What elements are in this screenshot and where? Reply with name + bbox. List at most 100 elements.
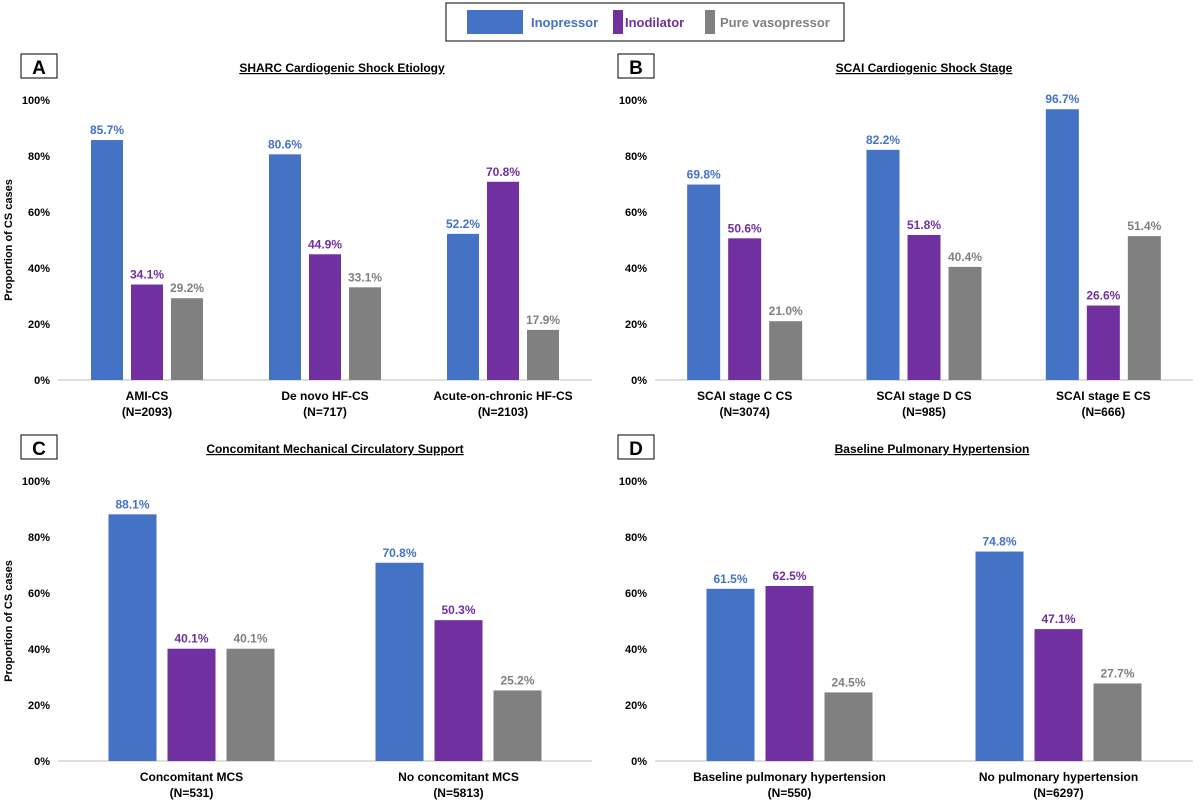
bar-data-label: 44.9% <box>308 237 342 251</box>
x-category-n: (N=985) <box>902 405 946 419</box>
bar-data-label: 34.1% <box>130 268 164 282</box>
bar-inodilator <box>728 238 762 380</box>
chart-panel-b: B SCAI Cardiogenic Shock Stage 0% 20% 40% 60%… <box>617 53 1193 419</box>
panel-letter-box <box>20 434 58 460</box>
y-tick-label: 60% <box>28 588 50 600</box>
y-tick-label: 40% <box>625 644 647 656</box>
bar-data-label: 24.5% <box>831 675 865 689</box>
y-tick-label: 80% <box>28 151 50 163</box>
x-category-n: (N=666) <box>1081 405 1125 419</box>
bar-data-label: 62.5% <box>772 569 806 583</box>
bar-inodilator <box>765 586 814 761</box>
legend-swatch-inopressor <box>467 10 523 34</box>
y-tick-label: 20% <box>28 319 50 331</box>
x-category-n: (N=2103) <box>478 405 528 419</box>
panel-letter-box <box>617 53 655 79</box>
x-category-label: No concomitant MCS <box>398 770 519 784</box>
bar-inopressor <box>108 514 157 761</box>
bar-pure-vasopressor <box>824 692 873 761</box>
x-category-n: (N=6297) <box>1033 786 1083 800</box>
y-tick-label: 80% <box>625 532 647 544</box>
x-category-label: No pulmonary hypertension <box>979 770 1138 784</box>
y-tick-label: 80% <box>625 151 647 163</box>
x-category-label: De novo HF-CS <box>281 389 368 403</box>
y-tick-label: 0% <box>34 375 50 387</box>
y-tick-label: 100% <box>619 95 647 107</box>
panel-letter: D <box>629 439 643 460</box>
y-tick-label: 20% <box>625 700 647 712</box>
y-axis-label: Proportion of CS cases <box>3 560 15 682</box>
chart-panel-a: A SHARC Cardiogenic Shock Etiology Proport… <box>3 53 592 419</box>
chart-title: SCAI Cardiogenic Shock Stage <box>836 61 1013 75</box>
legend-label-inodilator: Inodilator <box>625 15 684 30</box>
legend-label-pure-vasopressor: Pure vasopressor <box>720 15 830 30</box>
bar-data-label: 25.2% <box>500 673 534 687</box>
bar-data-label: 50.3% <box>441 603 475 617</box>
y-tick-label: 60% <box>28 207 50 219</box>
bar-pure-vasopressor <box>226 648 275 761</box>
bar-data-label: 82.2% <box>866 133 900 147</box>
bar-data-label: 70.8% <box>382 546 416 560</box>
bar-data-label: 26.6% <box>1086 289 1120 303</box>
panel-letter: B <box>629 58 643 79</box>
y-tick-label: 100% <box>22 95 50 107</box>
bar-inodilator <box>434 620 483 761</box>
chart-title: Concomitant Mechanical Circulatory Suppo… <box>206 442 463 456</box>
bar-data-label: 47.1% <box>1041 612 1075 626</box>
bar-data-label: 50.6% <box>728 221 762 235</box>
chart-panel-d: D Baseline Pulmonary Hypertension 0% 20% 40%… <box>617 434 1193 800</box>
bar-data-label: 51.4% <box>1127 219 1161 233</box>
bar-pure-vasopressor <box>493 690 542 761</box>
x-category-n: (N=550) <box>768 786 812 800</box>
bar-pure-vasopressor <box>769 321 803 380</box>
bar-inopressor <box>447 233 479 380</box>
bar-data-label: 96.7% <box>1045 92 1079 106</box>
y-tick-label: 60% <box>625 588 647 600</box>
bar-inopressor <box>269 154 301 380</box>
bar-data-label: 74.8% <box>982 535 1016 549</box>
x-category-n: (N=2093) <box>122 405 172 419</box>
x-category-label: AMI-CS <box>126 389 169 403</box>
y-tick-label: 40% <box>28 644 50 656</box>
bar-data-label: 61.5% <box>713 572 747 586</box>
bar-inopressor <box>706 588 755 761</box>
y-tick-label: 20% <box>625 319 647 331</box>
bar-data-label: 85.7% <box>90 123 124 137</box>
panel-letter-box <box>20 53 58 79</box>
bar-pure-vasopressor <box>1093 683 1142 761</box>
chart-panels: A SHARC Cardiogenic Shock Etiology Proport… <box>3 53 1193 800</box>
y-tick-label: 100% <box>22 476 50 488</box>
bar-data-label: 51.8% <box>907 218 941 232</box>
bar-data-label: 33.1% <box>348 270 382 284</box>
chart-title: Baseline Pulmonary Hypertension <box>835 442 1030 456</box>
bar-inopressor <box>375 562 424 761</box>
bar-data-label: 21.0% <box>769 304 803 318</box>
bar-inodilator <box>1086 305 1120 380</box>
bar-data-label: 29.2% <box>170 281 204 295</box>
y-tick-label: 0% <box>34 756 50 768</box>
legend-label-inopressor: Inopressor <box>531 15 598 30</box>
x-category-n: (N=5813) <box>433 786 483 800</box>
x-category-label: SCAI stage D CS <box>876 389 971 403</box>
x-category-label: Concomitant MCS <box>140 770 243 784</box>
x-category-label: Acute-on-chronic HF-CS <box>433 389 572 403</box>
bar-inodilator <box>487 181 519 380</box>
bar-data-label: 40.1% <box>233 632 267 646</box>
bar-inodilator <box>309 254 341 380</box>
chart-panel-c: C Concomitant Mechanical Circulatory Supp… <box>3 434 592 800</box>
legend-swatch-pure-vasopressor <box>705 10 715 34</box>
bar-pure-vasopressor <box>527 329 559 380</box>
bar-data-label: 52.2% <box>446 217 480 231</box>
bar-data-label: 70.8% <box>486 165 520 179</box>
x-category-label: Baseline pulmonary hypertension <box>693 770 886 784</box>
x-category-n: (N=717) <box>303 405 347 419</box>
y-axis-label: Proportion of CS cases <box>3 179 15 301</box>
bar-inodilator <box>1034 629 1083 761</box>
bar-pure-vasopressor <box>349 287 381 380</box>
bar-data-label: 40.4% <box>948 250 982 264</box>
panel-letter: A <box>32 58 46 79</box>
bar-data-label: 17.9% <box>526 313 560 327</box>
chart-title: SHARC Cardiogenic Shock Etiology <box>239 61 445 75</box>
bar-data-label: 40.1% <box>174 632 208 646</box>
y-tick-label: 0% <box>631 375 647 387</box>
